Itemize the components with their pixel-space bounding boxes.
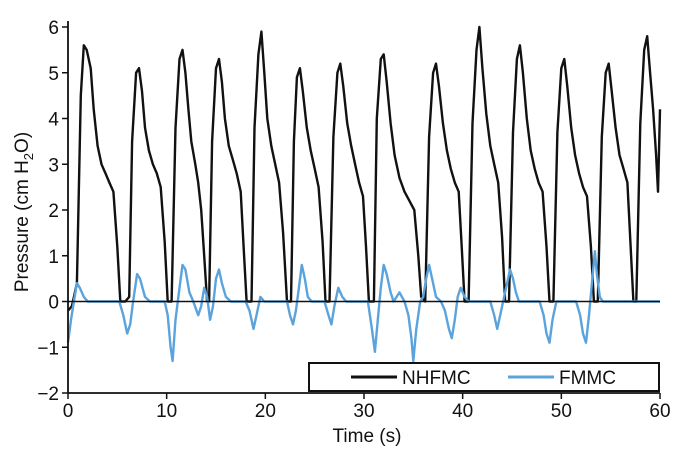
legend-label-fmmc: FMMC: [559, 368, 616, 389]
series-layer: [66, 25, 662, 363]
x-tick-label: 40: [452, 401, 473, 422]
y-tick-label: 5: [48, 64, 59, 85]
y-tick-label: 0: [48, 293, 59, 314]
y-axis-ticks: −2 −1 0 1 2 3 4 5 6: [37, 18, 68, 405]
y-tick-label: 4: [48, 110, 59, 131]
y-tick-label: 6: [48, 18, 59, 39]
y-tick-label: −1: [37, 338, 59, 359]
x-tick-label: 60: [649, 401, 670, 422]
series-line-nhfmc: [67, 25, 662, 312]
x-tick-label: 30: [353, 401, 374, 422]
x-tick-label: 10: [156, 401, 177, 422]
y-axis-title-subscript: 2: [21, 153, 36, 160]
legend: NHFMC FMMC: [308, 362, 660, 392]
y-axis-title: Pressure (cm H2O): [12, 132, 36, 292]
y-tick-label: 2: [48, 201, 59, 222]
y-tick-label: 3: [48, 155, 59, 176]
x-axis-title: Time (s): [333, 426, 402, 447]
x-tick-label: 20: [255, 401, 276, 422]
y-tick-label: 1: [48, 247, 59, 268]
legend-label-nhfmc: NHFMC: [402, 368, 471, 389]
x-tick-label: 0: [63, 401, 74, 422]
x-axis-ticks: 0 10 20 30 40 50 60: [63, 393, 671, 422]
series-line-fmmc: [66, 250, 660, 363]
x-tick-label: 50: [551, 401, 572, 422]
y-tick-label: −2: [37, 384, 59, 405]
